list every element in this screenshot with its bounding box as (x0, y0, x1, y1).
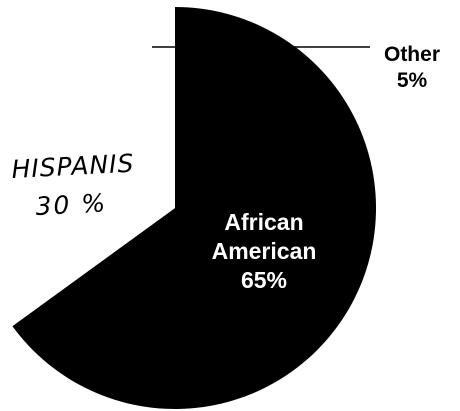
pie-slices (0, 6, 377, 410)
pie-slice-other (112, 7, 175, 208)
slice-label-hispanic: HISPANIS (11, 149, 135, 184)
slice-label-african-american-line1: African (224, 209, 303, 235)
slice-value-other: 5% (397, 69, 428, 92)
pie-slice-african-american (12, 6, 377, 410)
pie-slice-hispanic (0, 16, 175, 327)
slice-value-african-american: 65% (241, 267, 287, 293)
slice-value-hispanic: 30 % (35, 188, 108, 221)
slice-label-african-american-line2: American (212, 238, 317, 264)
slice-label-other: Other (384, 43, 440, 66)
